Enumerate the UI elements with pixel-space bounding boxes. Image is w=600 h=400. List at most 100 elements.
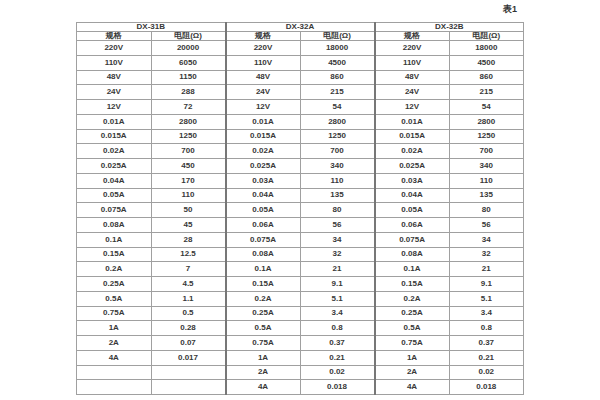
resistance-cell: 110	[300, 173, 375, 188]
spec-cell: 0.06A	[226, 218, 301, 233]
resistance-cell: 56	[300, 218, 375, 233]
resistance-cell: 80	[449, 203, 524, 218]
resistance-cell: 28	[151, 232, 226, 247]
spec-cell: 24V	[77, 85, 152, 100]
resistance-cell: 700	[449, 144, 524, 159]
table-row: 0.08A450.06A560.06A56	[77, 218, 524, 233]
resistance-table: DX-31B DX-32A DX-32B 规格 电阻(Ω) 规格 电阻(Ω) 规…	[76, 22, 524, 395]
resistance-cell: 700	[300, 144, 375, 159]
table-row: 0.025A4500.025A3400.025A340	[77, 159, 524, 174]
table-row: 0.75A0.50.25A3.40.25A3.4	[77, 306, 524, 321]
spec-cell: 0.2A	[226, 291, 301, 306]
resistance-cell: 0.018	[449, 380, 524, 395]
spec-cell: 0.08A	[226, 247, 301, 262]
spec-cell: 0.01A	[77, 114, 152, 129]
col-header-resistance-dx31b: 电阻(Ω)	[151, 32, 226, 41]
spec-cell: 220V	[226, 41, 301, 56]
table-row: 24V28824V21524V215	[77, 85, 524, 100]
resistance-cell: 0.8	[300, 321, 375, 336]
spec-cell: 0.025A	[77, 159, 152, 174]
table-row: 12V7212V5412V54	[77, 100, 524, 115]
table-row: 0.2A70.1A210.1A21	[77, 262, 524, 277]
resistance-cell: 0.017	[151, 350, 226, 365]
col-header-resistance-dx32b: 电阻(Ω)	[449, 32, 524, 41]
spec-cell: 0.02A	[375, 144, 450, 159]
resistance-cell: 215	[300, 85, 375, 100]
spec-cell: 0.5A	[77, 291, 152, 306]
resistance-cell: 80	[300, 203, 375, 218]
resistance-cell: 0.8	[449, 321, 524, 336]
resistance-cell: 450	[151, 159, 226, 174]
spec-cell: 0.1A	[77, 232, 152, 247]
spec-cell: 0.75A	[375, 336, 450, 351]
resistance-cell: 0.37	[300, 336, 375, 351]
resistance-cell: 2800	[449, 114, 524, 129]
resistance-cell: 1250	[449, 129, 524, 144]
resistance-cell: 700	[151, 144, 226, 159]
table-row: 0.1A280.075A340.075A34	[77, 232, 524, 247]
resistance-cell: 54	[449, 100, 524, 115]
resistance-cell: 110	[151, 188, 226, 203]
resistance-cell: 32	[449, 247, 524, 262]
spec-cell: 0.5A	[375, 321, 450, 336]
spec-cell: 0.1A	[226, 262, 301, 277]
spec-cell: 4A	[77, 350, 152, 365]
resistance-cell: 6050	[151, 55, 226, 70]
spec-cell: 2A	[226, 365, 301, 380]
spec-cell: 0.03A	[226, 173, 301, 188]
resistance-cell: 21	[449, 262, 524, 277]
spec-cell: 24V	[226, 85, 301, 100]
resistance-cell: 2800	[300, 114, 375, 129]
resistance-cell: 0.5	[151, 306, 226, 321]
spec-cell: 0.15A	[375, 277, 450, 292]
resistance-cell: 0.21	[300, 350, 375, 365]
spec-cell: 0.01A	[375, 114, 450, 129]
page: 表1 DX-31B DX-32A DX-32B 规格 电阻(Ω) 规格 电阻(Ω…	[0, 0, 600, 400]
resistance-cell: 32	[300, 247, 375, 262]
resistance-cell: 0.21	[449, 350, 524, 365]
spec-cell: 0.25A	[375, 306, 450, 321]
table-caption: 表1	[503, 3, 517, 16]
resistance-cell: 0.28	[151, 321, 226, 336]
resistance-cell: 135	[449, 188, 524, 203]
resistance-cell: 0.37	[449, 336, 524, 351]
spec-cell: 0.075A	[375, 232, 450, 247]
spec-cell: 24V	[375, 85, 450, 100]
table-row: 0.05A1100.04A1350.04A135	[77, 188, 524, 203]
spec-cell: 0.08A	[77, 218, 152, 233]
spec-cell: 12V	[226, 100, 301, 115]
resistance-cell: 5.1	[300, 291, 375, 306]
group-header-row: DX-31B DX-32A DX-32B	[77, 23, 524, 32]
table-row: 0.15A12.50.08A320.08A32	[77, 247, 524, 262]
spec-cell: 0.05A	[226, 203, 301, 218]
table-row: 0.04A1700.03A1100.03A110	[77, 173, 524, 188]
spec-cell: 220V	[375, 41, 450, 56]
resistance-cell: 5.1	[449, 291, 524, 306]
spec-cell: 1A	[375, 350, 450, 365]
resistance-cell: 1.1	[151, 291, 226, 306]
spec-cell: 0.75A	[77, 306, 152, 321]
spec-cell: 0.08A	[375, 247, 450, 262]
resistance-cell: 1250	[151, 129, 226, 144]
spec-cell: 1A	[226, 350, 301, 365]
table-row: 2A0.070.75A0.370.75A0.37	[77, 336, 524, 351]
resistance-cell: 4500	[300, 55, 375, 70]
resistance-cell: 170	[151, 173, 226, 188]
resistance-cell: 340	[449, 159, 524, 174]
spec-cell: 4A	[375, 380, 450, 395]
spec-cell: 0.04A	[77, 173, 152, 188]
spec-cell: 110V	[226, 55, 301, 70]
table-row: 0.25A4.50.15A9.10.15A9.1	[77, 277, 524, 292]
spec-cell: 0.015A	[226, 129, 301, 144]
resistance-cell: 56	[449, 218, 524, 233]
table-row: 4A0.0184A0.018	[77, 380, 524, 395]
table-body: 220V20000220V18000220V18000110V6050110V4…	[77, 41, 524, 395]
resistance-cell: 34	[300, 232, 375, 247]
table-row: 110V6050110V4500110V4500	[77, 55, 524, 70]
resistance-cell: 54	[300, 100, 375, 115]
spec-cell: 0.075A	[226, 232, 301, 247]
spec-cell: 0.02A	[77, 144, 152, 159]
spec-cell: 0.75A	[226, 336, 301, 351]
col-header-resistance-dx32a: 电阻(Ω)	[300, 32, 375, 41]
resistance-cell: 135	[300, 188, 375, 203]
